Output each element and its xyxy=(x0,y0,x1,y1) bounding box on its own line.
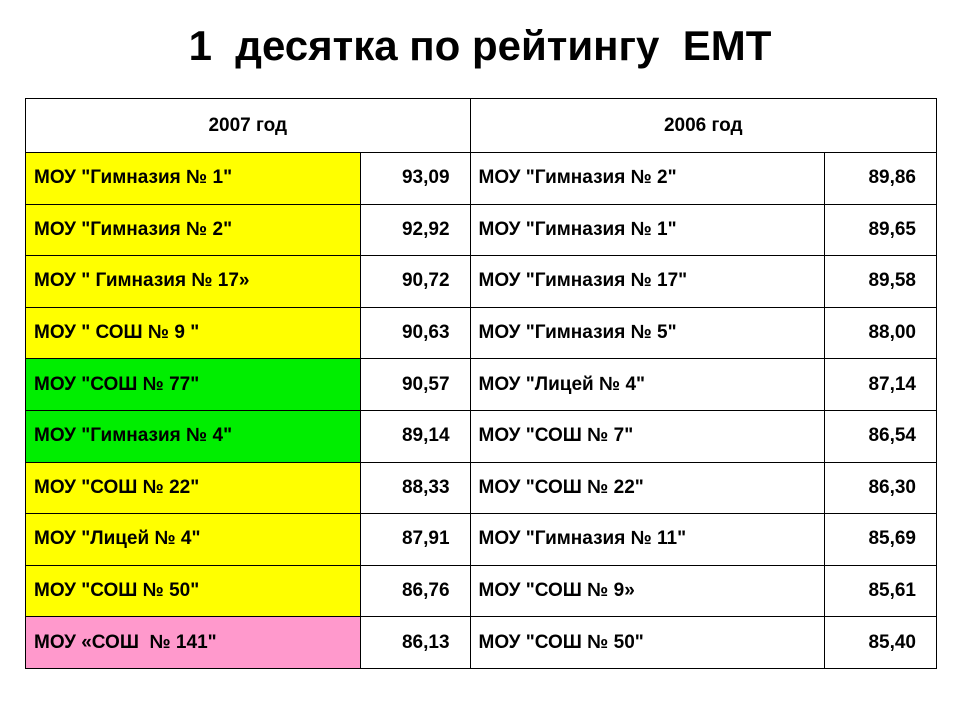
rating-table: 2007 год 2006 год МОУ "Гимназия № 1" 93,0… xyxy=(25,98,938,669)
title: 1 десятка по рейтингу ЕМТ xyxy=(188,22,772,69)
school-name: МОУ "Лицей № 4" xyxy=(25,513,361,566)
score: 85,40 xyxy=(824,616,937,669)
table-row: МОУ "Гимназия № 4" 89,14 МОУ "СОШ № 7" 86,5… xyxy=(25,409,937,463)
table-row: МОУ "СОШ № 77" 90,57 МОУ "Лицей № 4" 87,14 xyxy=(25,358,937,411)
table-row: МОУ "Гимназия № 2" 92,92 МОУ "Гимназия № 1… xyxy=(25,203,937,257)
school-name: МОУ " СОШ № 9 " xyxy=(25,306,361,360)
school-name: МОУ "СОШ № 9» xyxy=(469,564,826,618)
table-row: МОУ "СОШ № 22" 88,33 МОУ "СОШ № 22" 86,30 xyxy=(25,461,937,515)
score: 89,65 xyxy=(824,203,937,257)
score: 88,00 xyxy=(824,306,937,360)
table-row: МОУ " Гимназия № 17» 90,72 МОУ "Гимназия №… xyxy=(25,255,937,308)
score: 86,30 xyxy=(824,461,937,515)
score: 89,86 xyxy=(824,152,937,205)
score: 87,91 xyxy=(359,513,471,566)
score: 86,13 xyxy=(359,616,471,669)
school-name: МОУ "СОШ № 22" xyxy=(25,461,361,515)
school-name: МОУ "Гимназия № 5" xyxy=(469,306,826,360)
score: 88,33 xyxy=(359,461,471,515)
table-row: МОУ "СОШ № 50" 86,76 МОУ "СОШ № 9» 85,61 xyxy=(25,564,937,618)
school-name: МОУ «СОШ № 141" xyxy=(25,616,361,669)
table-row: МОУ «СОШ № 141" 86,13 МОУ "СОШ № 50" 85,40 xyxy=(25,616,937,669)
table-row: МОУ "Лицей № 4" 87,91 МОУ "Гимназия № 11" 8… xyxy=(25,513,937,566)
table-row: МОУ " СОШ № 9 " 90,63 МОУ "Гимназия № 5" 88… xyxy=(25,306,937,360)
school-name: МОУ "Гимназия № 11" xyxy=(469,513,826,566)
score: 85,69 xyxy=(824,513,937,566)
column-header: 2006 год xyxy=(469,98,938,153)
score: 93,09 xyxy=(359,152,471,205)
school-name: МОУ "СОШ № 50" xyxy=(469,616,826,669)
school-name: МОУ " Гимназия № 17» xyxy=(25,255,361,308)
school-name: МОУ "Гимназия № 1" xyxy=(25,152,361,205)
score: 85,61 xyxy=(824,564,937,618)
school-name: МОУ "СОШ № 50" xyxy=(25,564,361,618)
score: 89,14 xyxy=(359,409,471,463)
table-body: 2007 год 2006 год МОУ "Гимназия № 1" 93,0… xyxy=(25,98,938,669)
score: 90,57 xyxy=(359,358,471,411)
score: 87,14 xyxy=(824,358,937,411)
school-name: МОУ "СОШ № 7" xyxy=(469,409,826,463)
score: 86,76 xyxy=(359,564,471,618)
score: 92,92 xyxy=(359,203,471,257)
column-header: 2007 год xyxy=(25,98,471,153)
score: 86,54 xyxy=(824,409,937,463)
school-name: МОУ "Гимназия № 1" xyxy=(469,203,826,257)
table-row: МОУ "Гимназия № 1" 93,09 МОУ "Гимназия № 2… xyxy=(25,152,937,205)
school-name: МОУ "Гимназия № 17" xyxy=(469,255,826,308)
score: 89,58 xyxy=(824,255,937,308)
school-name: МОУ "Гимназия № 4" xyxy=(25,409,361,463)
header-row: 2007 год 2006 год xyxy=(25,98,938,153)
school-name: МОУ "Лицей № 4" xyxy=(469,358,826,411)
school-name: МОУ "СОШ № 77" xyxy=(25,358,361,411)
score: 90,72 xyxy=(359,255,471,308)
school-name: МОУ "Гимназия № 2" xyxy=(25,203,361,257)
score: 90,63 xyxy=(359,306,471,360)
school-name: МОУ "Гимназия № 2" xyxy=(469,152,826,205)
school-name: МОУ "СОШ № 22" xyxy=(469,461,826,515)
